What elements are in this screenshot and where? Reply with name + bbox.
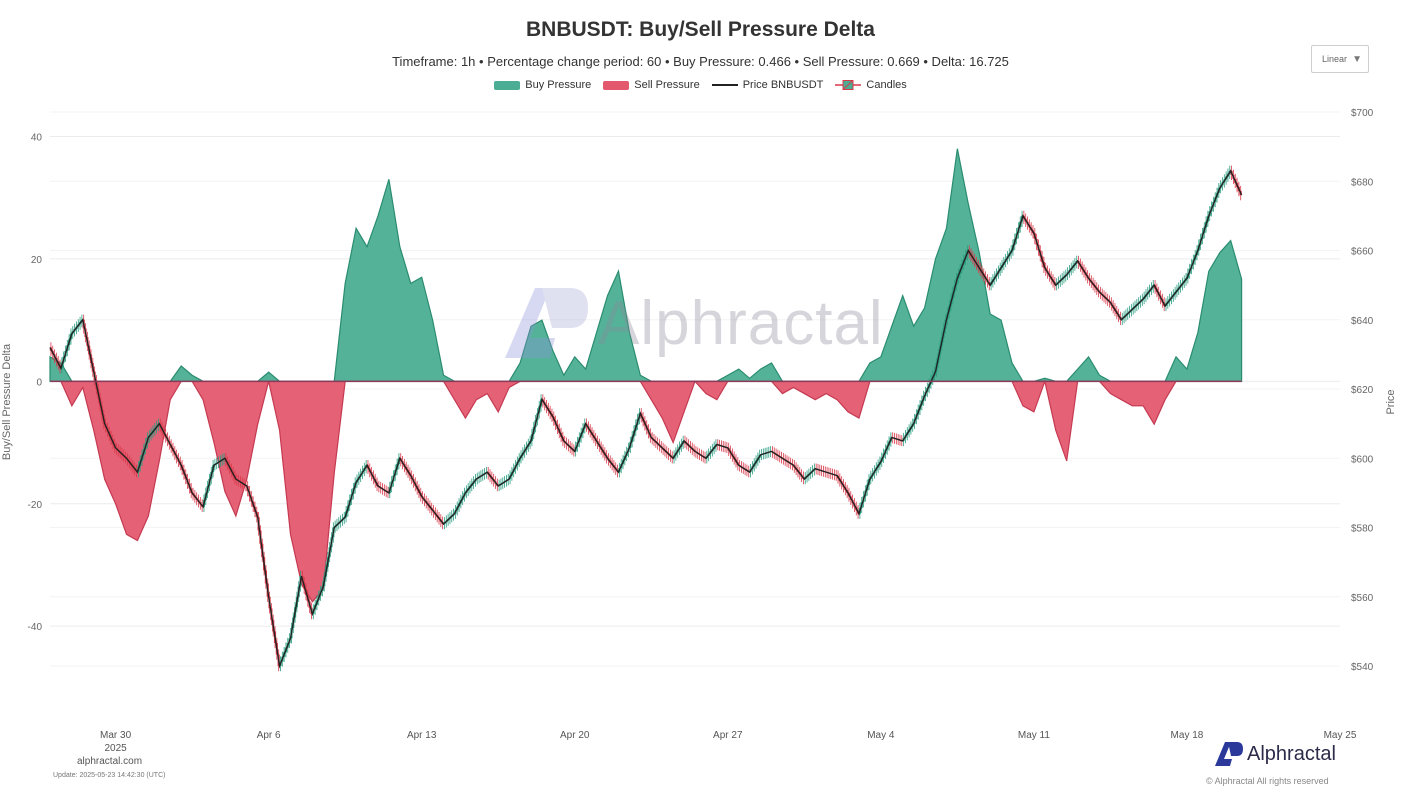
price-swatch	[711, 84, 738, 86]
legend-label-buy: Buy Pressure	[525, 79, 592, 91]
y-right-tick-label: $540	[1351, 662, 1374, 673]
y-right-tick-label: $560	[1351, 593, 1374, 604]
right-axis-ticks: $700 $680 $660 $640 $620 $600 $580 $560 $540	[1351, 108, 1374, 673]
legend-item-candles[interactable]: Candles	[835, 79, 907, 91]
footer-brand-text: Alphractal	[1247, 742, 1336, 765]
buy-swatch	[494, 80, 521, 90]
y-left-label: Buy/Sell Pressure Delta	[1, 343, 13, 460]
y-right-tick-label: $680	[1351, 177, 1374, 188]
y-left-tick-label: -20	[28, 500, 43, 511]
legend-label-sell: Sell Pressure	[634, 79, 700, 91]
x-axis-ticks: Mar 30 2025 Apr 6 Apr 13 Apr 20 Apr 27 May 4 Ma…	[100, 730, 1357, 754]
y-right-tick-label: $640	[1351, 316, 1374, 327]
y-right-tick-label: $580	[1351, 524, 1374, 535]
y-right-tick-label: $660	[1351, 247, 1374, 258]
alphractal-logo-icon	[1215, 742, 1243, 766]
buy-pressure-area	[49, 148, 1243, 382]
legend-label-price: Price BNBUSDT	[742, 79, 824, 91]
scale-select-value: Linear	[1322, 54, 1348, 64]
legend-item-price[interactable]: Price BNBUSDT	[711, 79, 824, 91]
legend-item-buy[interactable]: Buy Pressure	[494, 79, 591, 91]
legend-item-sell[interactable]: Sell Pressure	[603, 79, 700, 91]
x-tick-sublabel: 2025	[104, 743, 127, 754]
y-left-tick-label: 0	[36, 377, 42, 388]
x-tick-label: Apr 20	[560, 730, 590, 741]
legend: Buy Pressure Sell Pressure Price BNBUSDT…	[0, 79, 1401, 91]
scale-select[interactable]: Linear ▼	[1311, 45, 1369, 73]
x-tick-label: Mar 30	[100, 730, 132, 741]
footer-site[interactable]: alphractal.com	[77, 756, 143, 767]
x-tick-label: Apr 13	[407, 730, 437, 741]
y-right-tick-label: $700	[1351, 108, 1374, 119]
y-left-tick-label: 40	[31, 132, 43, 143]
footer-brand: Alphractal	[1214, 741, 1336, 767]
y-right-tick-label: $620	[1351, 385, 1374, 396]
footer-update: Update: 2025-05-23 14:42:30 (UTC)	[53, 772, 166, 779]
y-left-tick-label: -40	[28, 622, 43, 633]
x-tick-label: May 18	[1171, 730, 1204, 741]
sell-swatch	[603, 80, 630, 90]
chart-subtitle: Timeframe: 1h • Percentage change period…	[392, 54, 1009, 69]
left-axis-ticks: 40 20 0 -20 -40	[28, 132, 43, 633]
x-tick-label: May 11	[1018, 730, 1050, 741]
x-tick-label: May 4	[867, 730, 895, 741]
y-left-tick-label: 20	[31, 255, 43, 266]
candles-swatch	[835, 80, 862, 90]
legend-label-candles: Candles	[866, 79, 907, 91]
sell-pressure-area	[50, 379, 1242, 603]
x-tick-label: May 25	[1324, 730, 1357, 741]
chart-title: BNBUSDT: Buy/Sell Pressure Delta	[526, 18, 875, 41]
y-right-tick-label: $600	[1351, 454, 1374, 465]
y-right-label: Price	[1385, 389, 1397, 414]
x-tick-label: Apr 27	[713, 730, 743, 741]
price-line	[49, 169, 1243, 669]
footer-rights: © Alphractal All rights reserved	[1206, 776, 1329, 786]
chevron-down-icon: ▼	[1352, 53, 1362, 65]
x-tick-label: Apr 6	[257, 730, 281, 741]
